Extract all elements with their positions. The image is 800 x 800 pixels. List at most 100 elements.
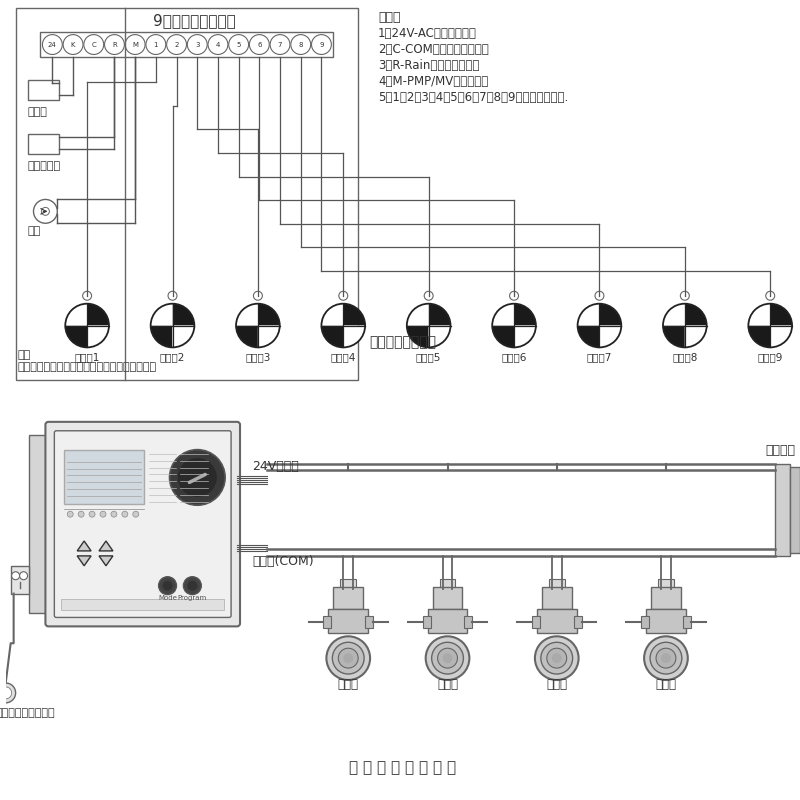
- Bar: [646, 609, 686, 634]
- Circle shape: [680, 291, 690, 300]
- Circle shape: [0, 683, 16, 703]
- Text: Program: Program: [178, 594, 207, 601]
- Text: 电磁镀5: 电磁镀5: [416, 352, 442, 362]
- Circle shape: [644, 636, 688, 680]
- Text: 24V信号线: 24V信号线: [252, 460, 298, 473]
- Bar: [574, 617, 582, 628]
- Text: 3、R-Rain雨量传感接口；: 3、R-Rain雨量传感接口；: [378, 59, 479, 72]
- Text: 5: 5: [237, 42, 241, 47]
- Bar: [641, 617, 649, 628]
- Text: 5、1、2、3、4、5、6、7、8、9电磁阀线端接口.: 5、1、2、3、4、5、6、7、8、9电磁阀线端接口.: [378, 90, 568, 104]
- Text: 上图所标注的各端口均表示控制器上对应的端口: 上图所标注的各端口均表示控制器上对应的端口: [18, 362, 157, 372]
- Circle shape: [208, 34, 228, 54]
- Bar: [532, 617, 540, 628]
- Text: 电磁阀: 电磁阀: [437, 678, 458, 691]
- Wedge shape: [87, 304, 109, 326]
- FancyBboxPatch shape: [54, 430, 231, 618]
- Bar: [62, 598, 224, 610]
- Text: 电磁镀8: 电磁镀8: [672, 352, 698, 362]
- Text: 9: 9: [319, 42, 324, 47]
- Circle shape: [12, 572, 20, 580]
- Wedge shape: [514, 304, 536, 326]
- Wedge shape: [150, 326, 173, 347]
- Circle shape: [166, 34, 186, 54]
- Bar: [439, 578, 455, 589]
- Circle shape: [541, 642, 573, 674]
- Polygon shape: [77, 556, 91, 566]
- Bar: [27, 134, 59, 154]
- Text: 控 制 器 接 线 示 意 图: 控 制 器 接 线 示 意 图: [350, 760, 457, 775]
- Circle shape: [343, 653, 354, 663]
- Circle shape: [547, 648, 566, 668]
- Wedge shape: [578, 304, 599, 326]
- Text: 电磁镀9: 电磁镀9: [758, 352, 783, 362]
- Bar: [29, 434, 48, 614]
- Bar: [365, 617, 373, 628]
- Text: 公共端(COM): 公共端(COM): [252, 555, 314, 568]
- Wedge shape: [663, 304, 685, 326]
- Circle shape: [250, 34, 270, 54]
- Bar: [790, 466, 800, 553]
- Circle shape: [146, 34, 166, 54]
- Bar: [465, 617, 472, 628]
- Text: 4: 4: [216, 42, 220, 47]
- Text: 6: 6: [257, 42, 262, 47]
- Wedge shape: [578, 326, 599, 347]
- Circle shape: [133, 511, 138, 517]
- Polygon shape: [77, 541, 91, 551]
- Circle shape: [187, 34, 207, 54]
- Circle shape: [438, 648, 458, 668]
- Text: 1、24V-AC变压器接口；: 1、24V-AC变压器接口；: [378, 27, 477, 40]
- Circle shape: [338, 648, 358, 668]
- Text: 电磁镀4: 电磁镀4: [330, 352, 356, 362]
- Circle shape: [535, 636, 578, 680]
- Bar: [658, 578, 674, 589]
- FancyBboxPatch shape: [46, 422, 240, 626]
- Bar: [651, 586, 681, 609]
- Circle shape: [270, 34, 290, 54]
- Wedge shape: [322, 304, 343, 326]
- Bar: [323, 617, 331, 628]
- Bar: [10, 566, 29, 594]
- Circle shape: [42, 34, 62, 54]
- Text: 水泵: 水泵: [27, 226, 41, 236]
- Circle shape: [656, 648, 676, 668]
- Text: R: R: [112, 42, 117, 47]
- Text: 雨量传感器: 雨量传感器: [27, 161, 61, 170]
- Wedge shape: [685, 326, 706, 347]
- Text: 24: 24: [48, 42, 57, 47]
- Circle shape: [229, 34, 249, 54]
- Circle shape: [510, 291, 518, 300]
- Circle shape: [311, 34, 331, 54]
- Text: 防水接头: 防水接头: [765, 444, 795, 457]
- Text: 电磁镀6: 电磁镀6: [502, 352, 526, 362]
- Text: K: K: [71, 42, 75, 47]
- Circle shape: [661, 653, 671, 663]
- Circle shape: [105, 34, 124, 54]
- Wedge shape: [748, 304, 770, 326]
- Circle shape: [339, 291, 348, 300]
- Text: 1: 1: [154, 42, 158, 47]
- Text: 4、M-PMP/MV水泵接口；: 4、M-PMP/MV水泵接口；: [378, 74, 488, 88]
- Circle shape: [426, 636, 470, 680]
- Wedge shape: [492, 304, 514, 326]
- Bar: [334, 586, 363, 609]
- Circle shape: [42, 207, 50, 215]
- Circle shape: [67, 511, 74, 517]
- Bar: [775, 463, 790, 556]
- Wedge shape: [429, 304, 450, 326]
- Text: 变压器: 变压器: [27, 107, 47, 117]
- Circle shape: [20, 572, 27, 580]
- Text: 3: 3: [195, 42, 199, 47]
- Text: 控制器连接节点图: 控制器连接节点图: [370, 335, 436, 350]
- Circle shape: [111, 511, 117, 517]
- Bar: [340, 578, 356, 589]
- Circle shape: [158, 577, 177, 594]
- Wedge shape: [748, 326, 770, 347]
- Circle shape: [432, 642, 463, 674]
- Bar: [537, 609, 577, 634]
- Bar: [683, 617, 690, 628]
- Circle shape: [82, 291, 91, 300]
- Circle shape: [122, 511, 128, 517]
- Wedge shape: [514, 326, 536, 347]
